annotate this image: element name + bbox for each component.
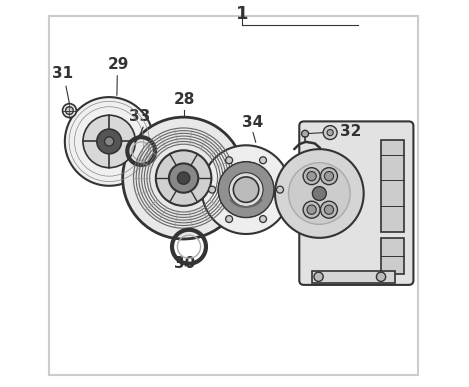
Circle shape [327, 130, 333, 136]
Circle shape [177, 172, 190, 184]
Text: 1: 1 [236, 5, 249, 23]
Text: 34: 34 [242, 115, 264, 130]
Bar [311, 271, 394, 283]
Text: 29: 29 [108, 57, 129, 72]
Circle shape [209, 186, 216, 193]
Circle shape [226, 157, 233, 164]
Circle shape [62, 104, 76, 118]
Text: 30: 30 [174, 256, 195, 271]
Wedge shape [218, 162, 274, 217]
Circle shape [275, 149, 363, 238]
Text: 32: 32 [340, 124, 361, 139]
Circle shape [218, 162, 274, 217]
Circle shape [320, 168, 338, 185]
Circle shape [259, 216, 266, 223]
Circle shape [123, 117, 244, 239]
Circle shape [303, 168, 320, 185]
Circle shape [83, 115, 136, 168]
Circle shape [66, 107, 73, 115]
Circle shape [312, 187, 326, 200]
Circle shape [320, 201, 338, 218]
Circle shape [97, 129, 121, 154]
Circle shape [307, 171, 316, 181]
FancyBboxPatch shape [299, 122, 414, 285]
Circle shape [302, 130, 309, 137]
Circle shape [226, 216, 233, 223]
Circle shape [259, 157, 266, 164]
Circle shape [202, 145, 290, 234]
Circle shape [325, 205, 333, 214]
Circle shape [105, 137, 114, 146]
Circle shape [234, 177, 259, 202]
Bar [381, 238, 404, 274]
Circle shape [65, 97, 153, 186]
Circle shape [303, 201, 320, 218]
Circle shape [169, 163, 198, 193]
Circle shape [314, 272, 323, 281]
Circle shape [323, 126, 337, 140]
Circle shape [307, 205, 316, 214]
Text: 28: 28 [174, 92, 195, 107]
Text: 33: 33 [129, 109, 151, 124]
FancyBboxPatch shape [49, 16, 418, 375]
Text: 31: 31 [53, 66, 74, 81]
Circle shape [288, 163, 350, 224]
Circle shape [325, 171, 333, 181]
Circle shape [277, 186, 283, 193]
Circle shape [156, 150, 212, 206]
Bar [381, 140, 404, 232]
Circle shape [377, 272, 386, 281]
